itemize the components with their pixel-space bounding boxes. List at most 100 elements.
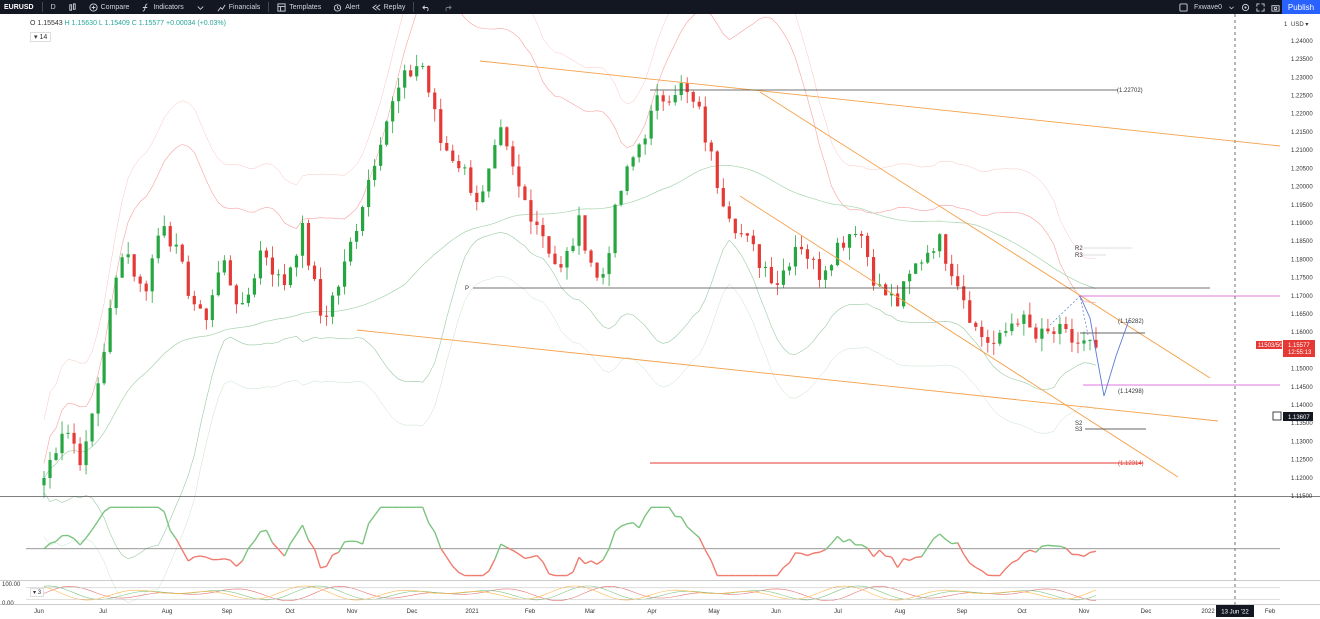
candle-body	[240, 303, 244, 305]
time-tick-label: 2022	[1201, 609, 1215, 615]
rewind-icon	[371, 3, 380, 11]
top-toolbar: EURUSD D Compare Indicators Financials T…	[0, 0, 1320, 14]
time-tick-label: Jul	[834, 609, 842, 615]
rsi-segment	[260, 529, 267, 533]
redo-button[interactable]	[437, 0, 458, 14]
candle-body	[1082, 340, 1086, 344]
price-tick-label: 1.19500	[1291, 203, 1313, 209]
candle-body	[944, 234, 948, 264]
candle-body	[1088, 339, 1092, 341]
candle-body	[962, 286, 966, 301]
rsi-segment	[325, 554, 334, 567]
alert-label: Alert	[345, 3, 360, 11]
candle-body	[72, 432, 76, 444]
rsi-segment	[873, 549, 881, 558]
rsi-segment	[289, 534, 298, 544]
fullscreen-icon[interactable]	[1256, 2, 1265, 12]
undo-button[interactable]	[416, 0, 437, 14]
rsi-segment	[861, 544, 868, 549]
time-tick-label: Dec	[407, 609, 418, 615]
interval-button[interactable]: D	[45, 0, 62, 14]
candle-body	[48, 459, 52, 479]
rsi-segment	[963, 553, 971, 564]
candle-body	[1004, 331, 1008, 333]
rsi-segment	[819, 549, 826, 553]
indicators-label: Indicators	[153, 3, 184, 11]
rsi-segment	[614, 525, 622, 532]
upper-band	[43, 14, 1096, 464]
alert-button[interactable]: Alert	[327, 0, 365, 14]
price-tick-label: 1.14000	[1291, 403, 1313, 409]
compare-button[interactable]: Compare	[83, 0, 136, 14]
financials-button[interactable]: Financials	[211, 0, 267, 14]
candle-body	[697, 101, 701, 107]
candle-body	[511, 146, 515, 167]
candle-body	[1070, 329, 1074, 343]
chevron-down-icon[interactable]	[1228, 4, 1235, 11]
indicators-button[interactable]: Indicators	[135, 0, 189, 14]
rsi-segment	[1017, 552, 1025, 561]
gear-icon[interactable]	[1241, 3, 1250, 12]
candle-body	[102, 351, 106, 384]
candle-body	[192, 295, 196, 305]
candle-body	[234, 285, 238, 305]
rsi-segment	[644, 506, 652, 517]
candle-body	[270, 257, 275, 275]
time-tick-label: May	[708, 609, 719, 615]
rsi-segment	[1089, 550, 1097, 554]
indicator2-toggle[interactable]: ▾ 3	[30, 588, 45, 597]
price-tick-label: 1.13500	[1291, 421, 1313, 427]
stoch-tick-label-left: 100.00	[2, 582, 21, 588]
rsi-segment	[337, 541, 346, 553]
time-tick-label: Nov	[1079, 609, 1090, 615]
rsi-segment	[434, 531, 442, 549]
publish-button[interactable]: Publish	[1282, 0, 1320, 14]
layout-dropdown[interactable]	[190, 0, 211, 14]
symbol-search[interactable]: EURUSD	[0, 0, 40, 14]
candle-body	[775, 283, 779, 285]
rsi-segment	[332, 551, 339, 556]
templates-button[interactable]: Templates	[271, 0, 327, 14]
camera-icon[interactable]	[1271, 3, 1280, 12]
candle-body	[535, 221, 539, 226]
candle-body	[890, 293, 894, 296]
time-tick-label: Sep	[957, 609, 968, 615]
indicator-toggle[interactable]: ▾ 14	[30, 32, 52, 42]
candle-body	[204, 308, 208, 321]
s2-label: S2	[1075, 421, 1083, 427]
candle-body	[168, 226, 172, 247]
rsi-segment	[590, 560, 598, 565]
candle-body	[992, 342, 996, 344]
rsi-segment	[206, 556, 213, 561]
replay-button[interactable]: Replay	[366, 0, 412, 14]
candle-body	[974, 322, 978, 327]
candle-body	[318, 279, 323, 316]
rsi-segment	[440, 547, 448, 558]
rsi-segment	[788, 552, 797, 564]
chart-type-button[interactable]	[62, 0, 83, 14]
plus-circle-icon	[89, 2, 98, 12]
candle-body	[565, 250, 569, 268]
layout-name[interactable]: Fxwave0	[1193, 3, 1222, 11]
pivot-label: P	[465, 286, 469, 292]
rsi-segment	[1083, 551, 1091, 557]
candle-body	[908, 273, 912, 282]
rsi-segment	[933, 533, 941, 540]
rsi-segment	[542, 561, 550, 575]
rsi-segment	[795, 552, 802, 555]
rsi-segment	[277, 548, 285, 557]
rsi-segment	[361, 523, 370, 545]
stoch-line	[43, 585, 1097, 601]
rsi-segment	[813, 551, 820, 554]
rsi-segment	[909, 556, 916, 562]
price-tag-left-bg	[1256, 341, 1282, 349]
candle-body	[481, 191, 485, 202]
candle-body	[348, 241, 353, 262]
layout-grid-icon[interactable]	[1179, 2, 1188, 12]
price-tick-label: 1.19000	[1291, 221, 1313, 227]
candle-body	[312, 265, 317, 280]
candle-body	[186, 261, 190, 296]
rsi-segment	[891, 556, 899, 568]
candle-body	[625, 166, 629, 191]
